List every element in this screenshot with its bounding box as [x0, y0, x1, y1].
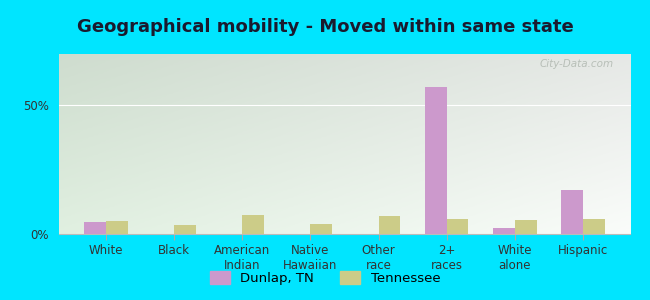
Bar [425, 87, 447, 234]
Bar [515, 220, 536, 234]
Text: Geographical mobility - Moved within same state: Geographical mobility - Moved within sam… [77, 18, 573, 36]
Bar [561, 190, 583, 234]
Bar [583, 219, 605, 234]
Text: City-Data.com: City-Data.com [540, 59, 614, 69]
Bar [106, 221, 128, 234]
Bar [447, 219, 469, 234]
Bar [84, 222, 106, 234]
Bar [493, 228, 515, 234]
Bar [174, 225, 196, 234]
Bar [378, 216, 400, 234]
Legend: Dunlap, TN, Tennessee: Dunlap, TN, Tennessee [205, 266, 445, 290]
Bar [311, 224, 332, 234]
Bar [242, 215, 264, 234]
